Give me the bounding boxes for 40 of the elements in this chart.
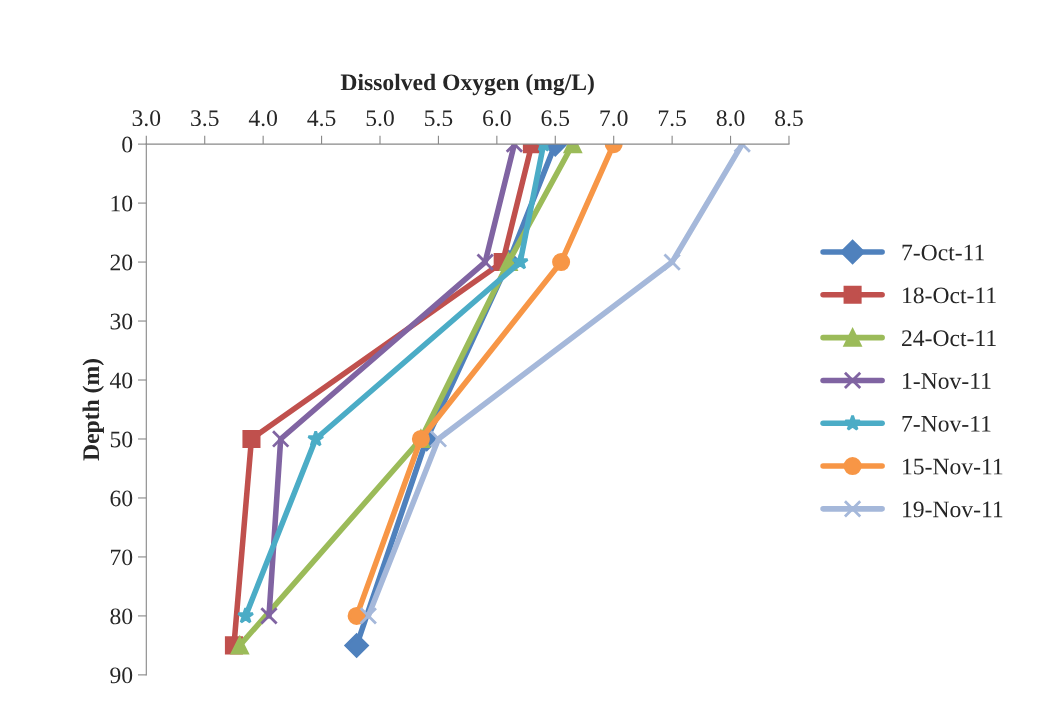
x-tick-label: 7.0 <box>600 110 628 127</box>
point <box>230 636 249 655</box>
x-axis-title: Dissolved Oxygen (mg/L) <box>340 73 594 96</box>
legend-label: 7-Nov-11 <box>902 415 991 432</box>
x-tick-label: 5.0 <box>366 110 394 127</box>
legend-label: 1-Nov-11 <box>903 373 991 389</box>
point <box>242 429 261 449</box>
y-tick-label: 20 <box>110 254 133 271</box>
x-tick-label: 3.5 <box>191 110 219 127</box>
x-tick-label: 5.5 <box>425 110 453 127</box>
y-tick-label: 70 <box>111 549 133 566</box>
x-tick-label: 8.0 <box>716 110 745 127</box>
y-tick-label: 30 <box>110 313 133 330</box>
y-tick-label: 0 <box>122 136 133 153</box>
point <box>259 606 279 625</box>
y-tick-label: 90 <box>110 667 133 684</box>
y-tick-label: 10 <box>111 195 133 212</box>
x-tick-label: 4.5 <box>307 110 336 127</box>
x-tick-label: 8.5 <box>775 110 803 127</box>
point <box>344 633 369 658</box>
legend-label: 15-Nov-11 <box>903 458 1003 475</box>
y-tick-label: 50 <box>110 431 133 448</box>
legend-label: 18-Oct-11 <box>903 287 996 304</box>
point <box>429 429 448 449</box>
x-tick-label: 4.0 <box>248 110 278 127</box>
legend-label: 7-Oct-11 <box>902 244 984 261</box>
legend-label: 24-Oct-11 <box>902 330 996 347</box>
x-tick-label: 6.5 <box>541 110 570 127</box>
y-tick-label: 60 <box>110 490 133 507</box>
y-axis-title: Depth (m) <box>82 359 104 461</box>
x-tick-label: 7.5 <box>658 110 686 127</box>
y-tick-label: 80 <box>110 608 133 625</box>
point <box>236 606 255 624</box>
point <box>271 429 290 449</box>
y-tick-label: 40 <box>109 372 133 389</box>
x-tick-label: 6.0 <box>483 110 511 127</box>
point <box>359 606 378 625</box>
x-tick-label: 3.0 <box>132 110 161 127</box>
point <box>347 606 366 625</box>
legend-label: 19-Nov-11 <box>903 501 1003 518</box>
